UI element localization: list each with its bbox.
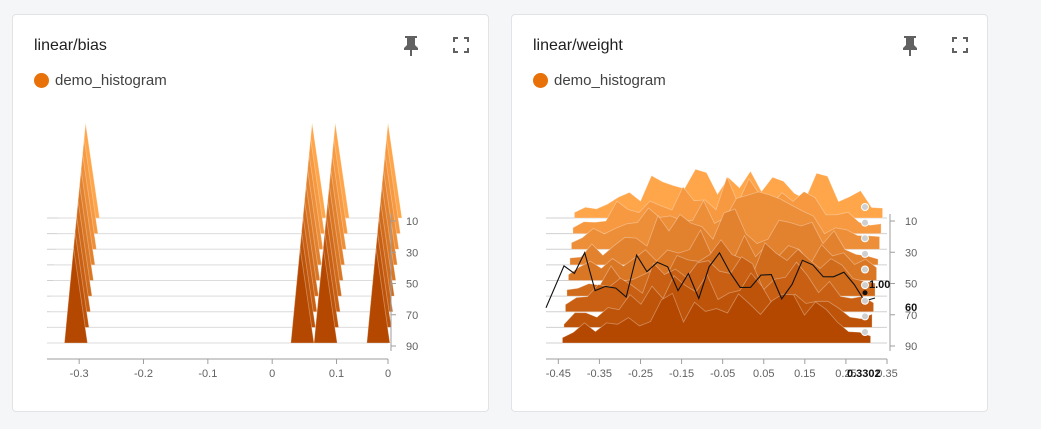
histogram-card-linear-weight: linear/weight demo_histogram -0.45 -0.35 -…: [511, 14, 988, 412]
x-tick-label: 0.15: [794, 368, 815, 380]
hover-point: [862, 290, 868, 296]
x-tick-label: 0.1: [329, 368, 344, 380]
legend-swatch: [34, 73, 49, 88]
step-tick-label: 90: [905, 341, 917, 353]
x-tick-label: -0.35: [587, 368, 612, 380]
x-tick-label: -0.3: [70, 368, 89, 380]
hover-step-label: 60: [905, 302, 917, 314]
card-title: linear/bias: [34, 37, 107, 54]
histogram-slice: [569, 208, 879, 266]
x-tick-label: 0.25: [835, 368, 856, 380]
x-tick-label: 0: [269, 368, 275, 380]
histogram-chart: -0.45 -0.35 -0.25 -0.15 -0.05 0.05 0.15 0.25 0.3…: [545, 168, 917, 380]
hover-dot: [861, 218, 869, 227]
x-tick-label: 0.05: [753, 368, 774, 380]
x-tick-label: 0.35: [876, 368, 897, 380]
pin-button[interactable]: [896, 31, 924, 59]
step-tick-label: 70: [905, 310, 917, 322]
hover-dot: [861, 328, 869, 336]
hover-value-label: 1.00: [869, 279, 890, 291]
x-tick-label: 0: [385, 368, 391, 380]
step-tick-label: 30: [406, 247, 418, 259]
pin-icon: [903, 36, 917, 56]
card-title: linear/weight: [533, 37, 623, 54]
histogram-slice: [561, 292, 872, 344]
pin-button[interactable]: [397, 31, 425, 59]
fullscreen-button[interactable]: [447, 31, 475, 59]
step-tick-label: 50: [905, 279, 917, 291]
step-tick-label: 90: [406, 341, 418, 353]
fullscreen-icon: [453, 37, 469, 53]
step-tick-label: 50: [406, 279, 418, 291]
histogram-card-linear-bias: linear/bias demo_histogram -0.3 -0.2 -0.1 0…: [12, 14, 489, 412]
step-tick-label: 70: [406, 310, 418, 322]
x-tick-label: -0.2: [134, 368, 153, 380]
legend-label: demo_histogram: [554, 72, 666, 89]
histogram-slice: [59, 122, 403, 219]
fullscreen-icon: [952, 37, 968, 53]
hover-dot: [861, 234, 869, 243]
histogram-chart: -0.3 -0.2 -0.1 0 0.1 0 10 30 50 70 90: [47, 122, 418, 380]
hover-dot: [861, 281, 869, 290]
hover-dot: [861, 249, 869, 258]
histogram-slice: [47, 247, 391, 344]
step-tick-label: 30: [905, 247, 917, 259]
hover-dot: [861, 312, 869, 321]
histogram-slice: [55, 154, 400, 250]
x-tick-label: -0.1: [198, 368, 217, 380]
x-tick-label: -0.25: [628, 368, 653, 380]
legend-swatch: [533, 73, 548, 88]
pin-icon: [404, 36, 418, 56]
step-tick-label: 10: [406, 216, 418, 228]
step-tick-label: 10: [905, 216, 917, 228]
hover-trace-line: [545, 251, 876, 308]
histogram-slice: [57, 138, 401, 235]
legend-label: demo_histogram: [55, 72, 167, 89]
hover-dot: [861, 265, 869, 274]
hover-dot: [861, 296, 869, 305]
x-tick-label: -0.15: [669, 368, 694, 380]
hover-dot: [861, 203, 869, 211]
fullscreen-button[interactable]: [946, 31, 974, 59]
x-tick-label: -0.45: [546, 368, 571, 380]
hover-x-label: 0.3302: [847, 368, 881, 380]
x-tick-label: -0.05: [710, 368, 735, 380]
